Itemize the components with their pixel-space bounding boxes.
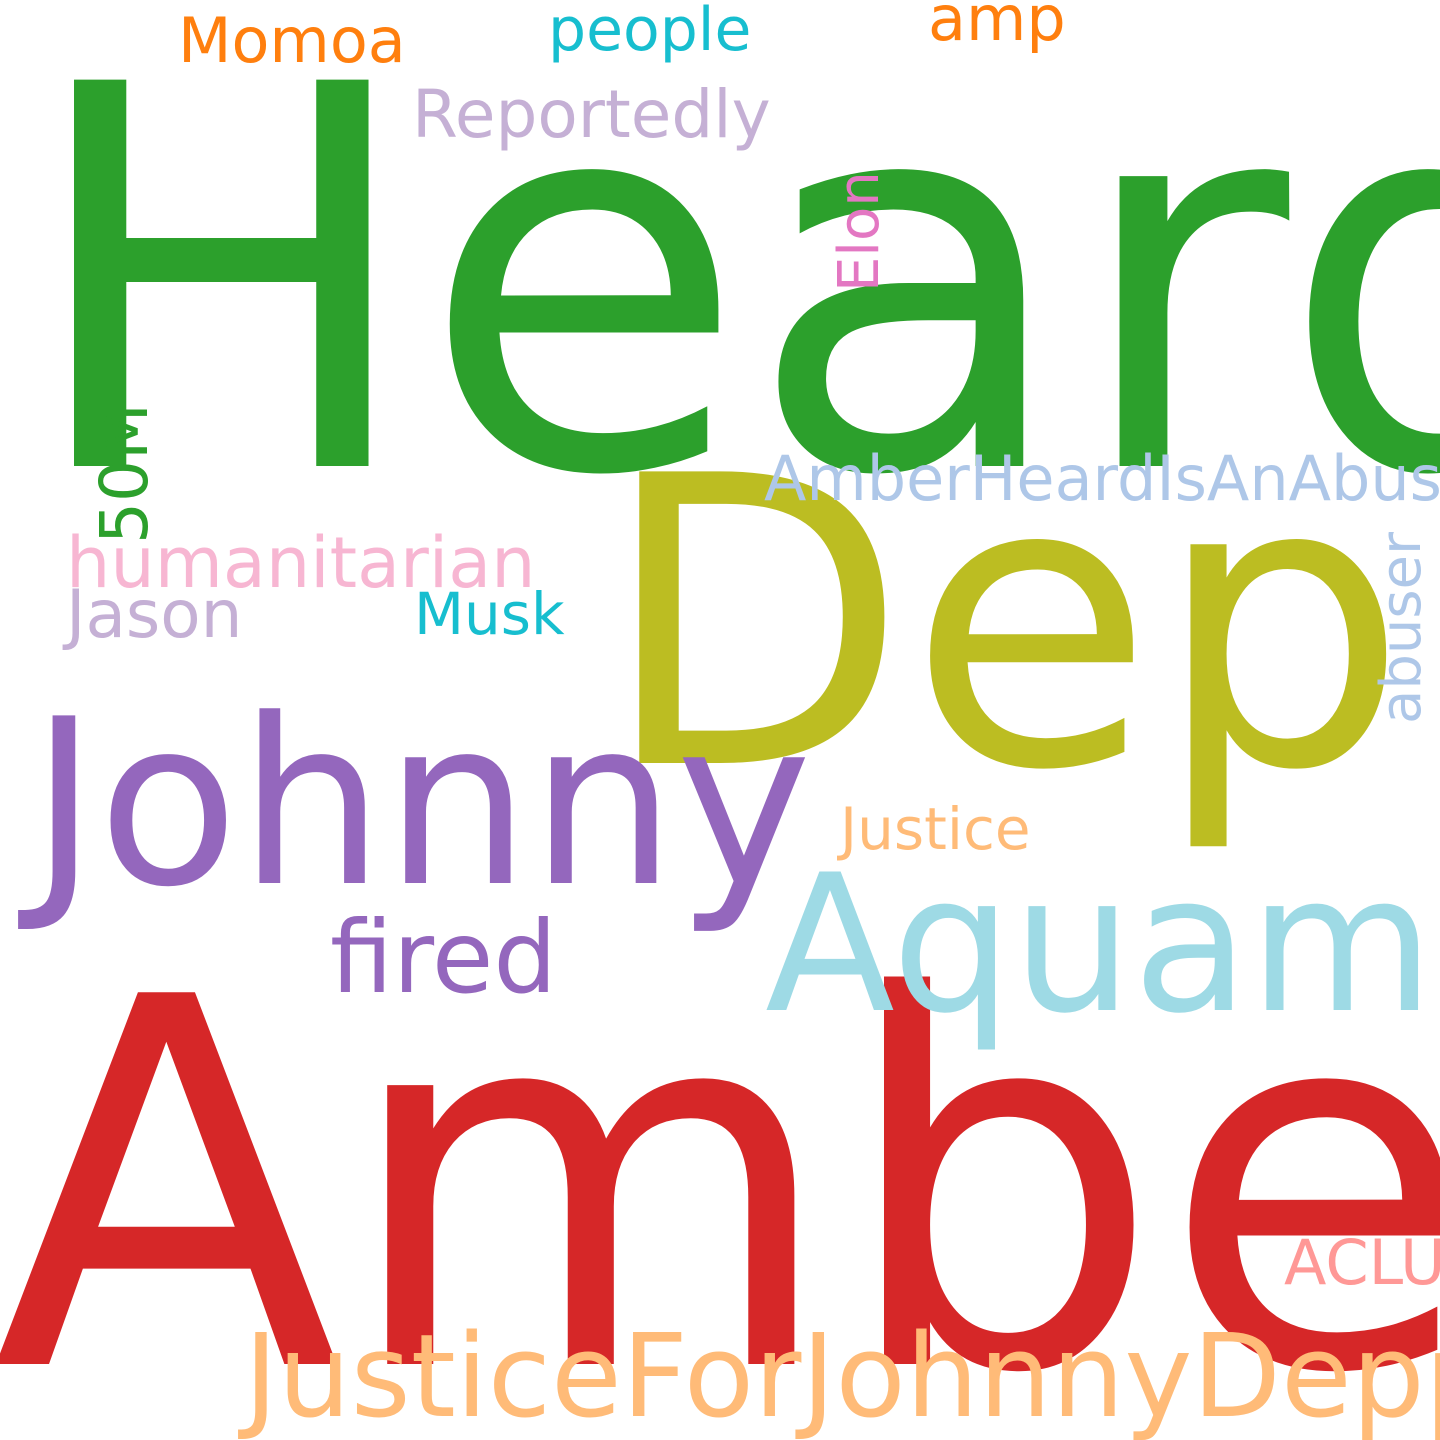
word-heard: Heard	[22, 0, 1440, 591]
word-aquaman: Aquaman	[765, 834, 1440, 1055]
word-fired: fired	[330, 899, 557, 1016]
word-elon: Elon	[827, 171, 892, 292]
word-depp: Depp	[600, 393, 1440, 858]
word-people: people	[548, 0, 752, 65]
word-amber: Amber	[0, 892, 1440, 1440]
word-50m: 50M	[86, 403, 163, 544]
word-jason: Jason	[66, 576, 243, 653]
word-aclu: ACLU	[1284, 1226, 1440, 1299]
word-humanitarian: humanitarian	[66, 522, 536, 604]
word-johnny: Johnny	[30, 671, 812, 938]
word-reportedly: Reportedly	[412, 76, 771, 153]
word-justice: Justice	[840, 795, 1031, 863]
word-amp: amp	[928, 0, 1066, 55]
word-abuser: abuser	[1369, 531, 1434, 724]
word-musk: Musk	[414, 580, 565, 648]
word-justiceforjohnnydepp: JusticeForJohnnyDepp	[244, 1310, 1440, 1440]
word-amberheardisanabuser: AmberHeardIsAnAbuser	[764, 442, 1440, 515]
word-momoa: Momoa	[178, 4, 406, 77]
